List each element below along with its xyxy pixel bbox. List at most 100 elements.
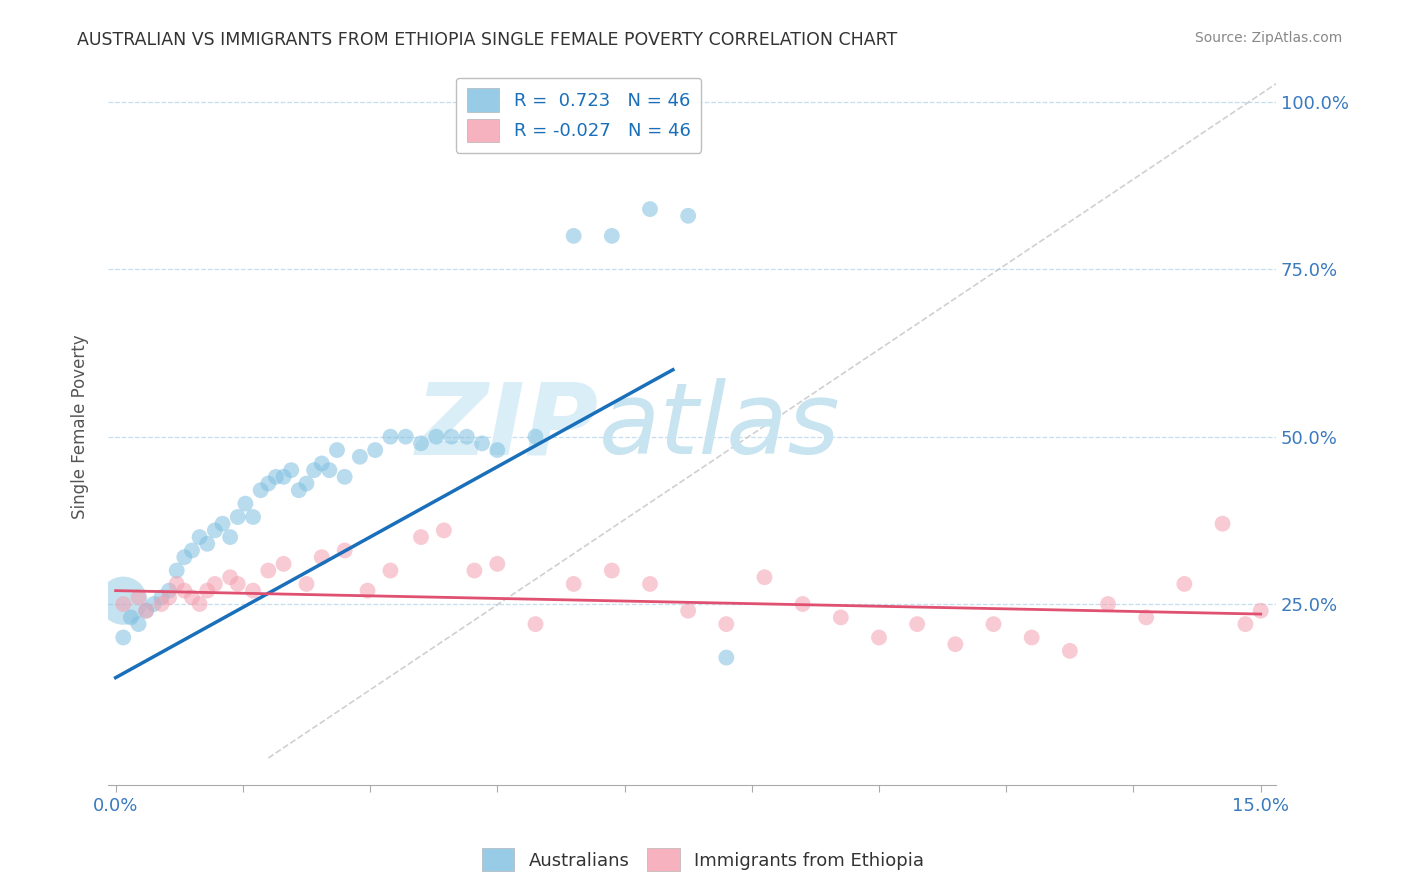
Point bbox=[273, 470, 295, 484]
Point bbox=[562, 577, 585, 591]
Point bbox=[600, 564, 623, 578]
Point bbox=[128, 617, 150, 632]
Point bbox=[181, 591, 204, 605]
Point bbox=[356, 583, 378, 598]
Legend: Australians, Immigrants from Ethiopia: Australians, Immigrants from Ethiopia bbox=[474, 841, 932, 879]
Point bbox=[112, 597, 135, 611]
Point bbox=[395, 430, 418, 444]
Text: Source: ZipAtlas.com: Source: ZipAtlas.com bbox=[1195, 31, 1343, 45]
Point bbox=[280, 463, 302, 477]
Point bbox=[1021, 631, 1043, 645]
Point bbox=[204, 524, 226, 538]
Text: ZIP: ZIP bbox=[416, 378, 599, 475]
Point bbox=[242, 583, 264, 598]
Point bbox=[112, 631, 135, 645]
Point bbox=[409, 530, 432, 544]
Point bbox=[1173, 577, 1195, 591]
Point bbox=[157, 591, 180, 605]
Point bbox=[188, 530, 211, 544]
Point bbox=[326, 443, 349, 458]
Point bbox=[1250, 604, 1272, 618]
Point bbox=[226, 510, 249, 524]
Point bbox=[311, 550, 333, 565]
Point bbox=[295, 577, 318, 591]
Point bbox=[249, 483, 271, 498]
Point bbox=[830, 610, 852, 624]
Point bbox=[868, 631, 890, 645]
Point bbox=[409, 436, 432, 450]
Point bbox=[302, 463, 325, 477]
Point bbox=[242, 510, 264, 524]
Point bbox=[905, 617, 928, 632]
Point bbox=[120, 610, 142, 624]
Point bbox=[463, 564, 485, 578]
Point bbox=[173, 550, 195, 565]
Point bbox=[150, 597, 173, 611]
Point bbox=[273, 557, 295, 571]
Point bbox=[311, 457, 333, 471]
Point bbox=[524, 617, 547, 632]
Point bbox=[638, 577, 661, 591]
Text: AUSTRALIAN VS IMMIGRANTS FROM ETHIOPIA SINGLE FEMALE POVERTY CORRELATION CHART: AUSTRALIAN VS IMMIGRANTS FROM ETHIOPIA S… bbox=[77, 31, 897, 49]
Point bbox=[524, 430, 547, 444]
Point bbox=[433, 524, 456, 538]
Point bbox=[754, 570, 776, 584]
Point bbox=[257, 564, 280, 578]
Point bbox=[318, 463, 340, 477]
Point bbox=[456, 430, 478, 444]
Point bbox=[1097, 597, 1119, 611]
Point bbox=[264, 470, 287, 484]
Point bbox=[333, 470, 356, 484]
Point bbox=[204, 577, 226, 591]
Point bbox=[166, 577, 188, 591]
Point bbox=[288, 483, 311, 498]
Point bbox=[638, 202, 661, 216]
Point bbox=[1234, 617, 1257, 632]
Point bbox=[295, 476, 318, 491]
Point bbox=[112, 593, 135, 607]
Point bbox=[211, 516, 233, 531]
Point bbox=[425, 430, 447, 444]
Point bbox=[486, 557, 509, 571]
Point bbox=[135, 604, 157, 618]
Point bbox=[486, 443, 509, 458]
Point bbox=[195, 537, 218, 551]
Point bbox=[676, 209, 699, 223]
Y-axis label: Single Female Poverty: Single Female Poverty bbox=[72, 334, 89, 519]
Point bbox=[716, 617, 738, 632]
Point bbox=[1059, 644, 1081, 658]
Point bbox=[562, 228, 585, 243]
Point bbox=[380, 430, 402, 444]
Point bbox=[235, 497, 257, 511]
Point bbox=[219, 530, 242, 544]
Point bbox=[157, 583, 180, 598]
Point bbox=[181, 543, 204, 558]
Point bbox=[1135, 610, 1157, 624]
Point bbox=[173, 583, 195, 598]
Point bbox=[943, 637, 966, 651]
Point bbox=[166, 564, 188, 578]
Point bbox=[135, 604, 157, 618]
Point bbox=[716, 650, 738, 665]
Point bbox=[364, 443, 387, 458]
Point bbox=[440, 430, 463, 444]
Point bbox=[219, 570, 242, 584]
Point bbox=[128, 591, 150, 605]
Point bbox=[792, 597, 814, 611]
Point bbox=[1212, 516, 1234, 531]
Point bbox=[380, 564, 402, 578]
Point bbox=[257, 476, 280, 491]
Point bbox=[226, 577, 249, 591]
Point bbox=[150, 591, 173, 605]
Point bbox=[600, 228, 623, 243]
Point bbox=[471, 436, 494, 450]
Point bbox=[333, 543, 356, 558]
Point bbox=[142, 597, 165, 611]
Text: atlas: atlas bbox=[599, 378, 841, 475]
Legend: R =  0.723   N = 46, R = -0.027   N = 46: R = 0.723 N = 46, R = -0.027 N = 46 bbox=[456, 78, 702, 153]
Point bbox=[195, 583, 218, 598]
Point bbox=[349, 450, 371, 464]
Point bbox=[983, 617, 1005, 632]
Point bbox=[676, 604, 699, 618]
Point bbox=[188, 597, 211, 611]
